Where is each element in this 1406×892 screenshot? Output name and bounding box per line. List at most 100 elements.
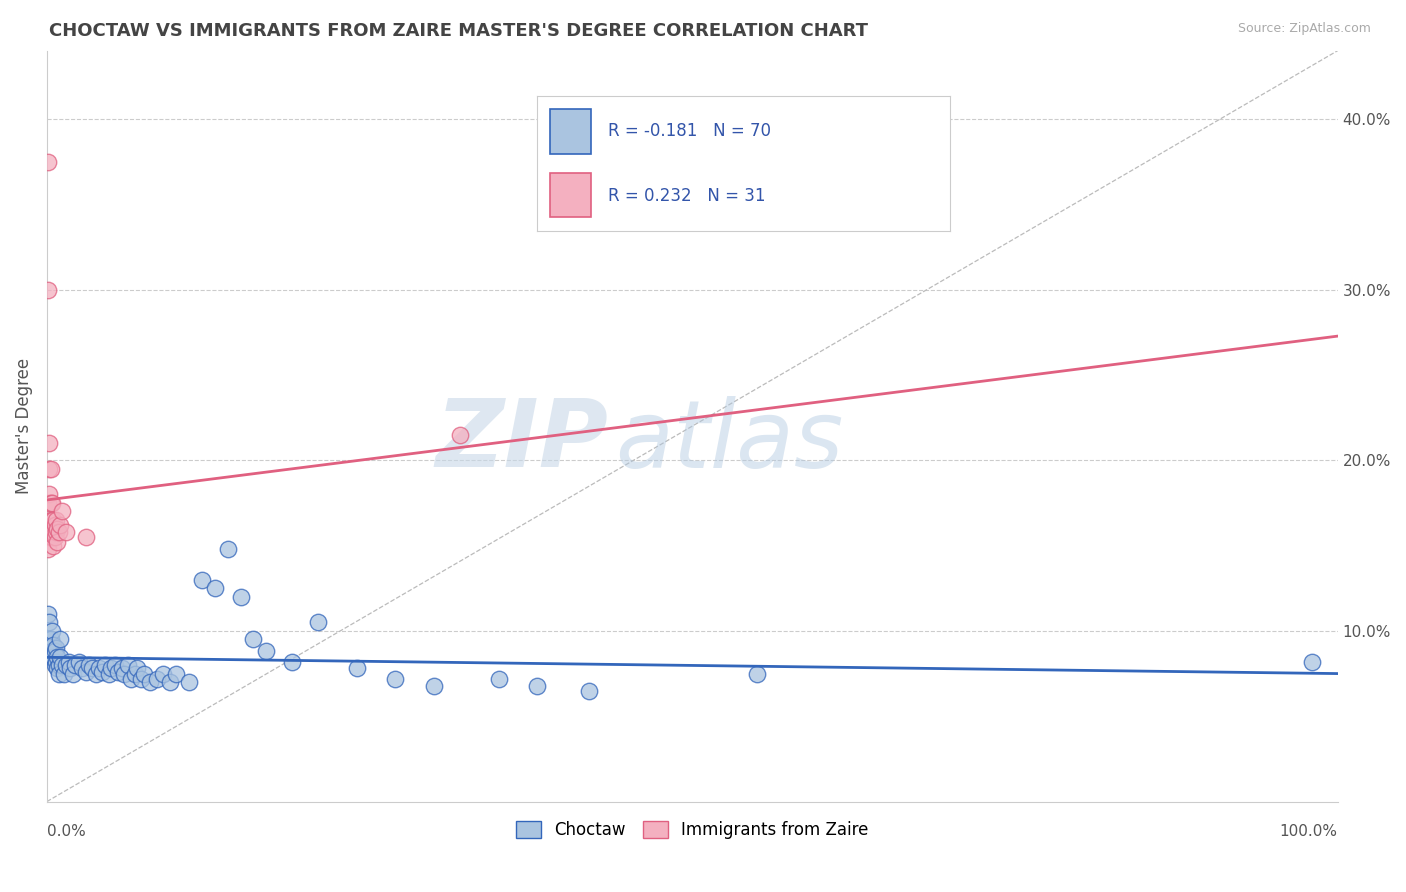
- Point: [44, 530, 66, 544]
- Point: [39, 513, 62, 527]
- Point: [87, 661, 110, 675]
- Point: [488, 672, 510, 686]
- Point: [254, 644, 277, 658]
- Point: [242, 632, 264, 647]
- Point: [46, 522, 69, 536]
- Point: [97, 666, 120, 681]
- Y-axis label: Master's Degree: Master's Degree: [15, 358, 32, 494]
- Point: [51, 504, 73, 518]
- Point: [127, 661, 149, 675]
- Point: [38, 462, 60, 476]
- Point: [44, 644, 66, 658]
- Point: [37, 283, 59, 297]
- Point: [37, 154, 59, 169]
- Point: [49, 518, 72, 533]
- Point: [58, 655, 80, 669]
- Point: [129, 672, 152, 686]
- Point: [39, 530, 62, 544]
- Point: [39, 649, 62, 664]
- Point: [132, 666, 155, 681]
- Point: [124, 666, 146, 681]
- Point: [42, 649, 65, 664]
- Point: [70, 661, 93, 675]
- Point: [41, 530, 63, 544]
- Point: [52, 666, 75, 681]
- Text: 100.0%: 100.0%: [1279, 824, 1337, 839]
- Point: [307, 615, 329, 630]
- Point: [94, 658, 117, 673]
- Point: [1301, 655, 1323, 669]
- Point: [38, 640, 60, 655]
- Point: [46, 649, 69, 664]
- Point: [48, 666, 70, 681]
- Point: [65, 658, 87, 673]
- Point: [38, 436, 60, 450]
- Point: [204, 581, 226, 595]
- Point: [165, 666, 187, 681]
- Point: [39, 496, 62, 510]
- Point: [46, 661, 69, 675]
- Point: [112, 666, 135, 681]
- Point: [217, 541, 239, 556]
- Point: [177, 675, 200, 690]
- Text: atlas: atlas: [614, 396, 844, 487]
- Point: [37, 496, 59, 510]
- Point: [39, 632, 62, 647]
- Point: [49, 649, 72, 664]
- Point: [39, 462, 62, 476]
- Point: [346, 661, 368, 675]
- Point: [42, 638, 65, 652]
- Point: [75, 530, 97, 544]
- Point: [526, 679, 548, 693]
- Point: [111, 661, 134, 675]
- Point: [120, 672, 142, 686]
- Point: [41, 513, 63, 527]
- Text: Source: ZipAtlas.com: Source: ZipAtlas.com: [1237, 22, 1371, 36]
- Point: [107, 665, 129, 679]
- Point: [152, 666, 174, 681]
- Point: [139, 675, 162, 690]
- Point: [117, 658, 139, 673]
- Point: [55, 524, 77, 539]
- Point: [51, 658, 73, 673]
- Point: [49, 632, 72, 647]
- Point: [91, 665, 114, 679]
- Point: [37, 541, 59, 556]
- Point: [48, 658, 70, 673]
- Point: [41, 496, 63, 510]
- Point: [191, 573, 214, 587]
- Point: [75, 665, 97, 679]
- Point: [79, 658, 101, 673]
- Point: [449, 427, 471, 442]
- Point: [59, 661, 82, 675]
- Point: [423, 679, 446, 693]
- Point: [745, 666, 768, 681]
- Point: [100, 661, 122, 675]
- Point: [42, 524, 65, 539]
- Point: [384, 672, 406, 686]
- Point: [281, 655, 304, 669]
- Text: CHOCTAW VS IMMIGRANTS FROM ZAIRE MASTER'S DEGREE CORRELATION CHART: CHOCTAW VS IMMIGRANTS FROM ZAIRE MASTER'…: [49, 22, 869, 40]
- Point: [48, 524, 70, 539]
- Point: [45, 513, 67, 527]
- Point: [37, 607, 59, 621]
- Point: [37, 632, 59, 647]
- Point: [45, 640, 67, 655]
- Legend: Choctaw, Immigrants from Zaire: Choctaw, Immigrants from Zaire: [509, 814, 875, 846]
- Point: [67, 655, 90, 669]
- Point: [42, 513, 65, 527]
- Point: [44, 518, 66, 533]
- Point: [38, 487, 60, 501]
- Point: [55, 658, 77, 673]
- Point: [62, 666, 84, 681]
- Point: [84, 666, 107, 681]
- Text: ZIP: ZIP: [436, 395, 609, 487]
- Point: [145, 672, 167, 686]
- Point: [159, 675, 181, 690]
- Point: [45, 524, 67, 539]
- Point: [42, 539, 65, 553]
- Point: [38, 615, 60, 630]
- Point: [38, 522, 60, 536]
- Point: [229, 590, 252, 604]
- Point: [44, 658, 66, 673]
